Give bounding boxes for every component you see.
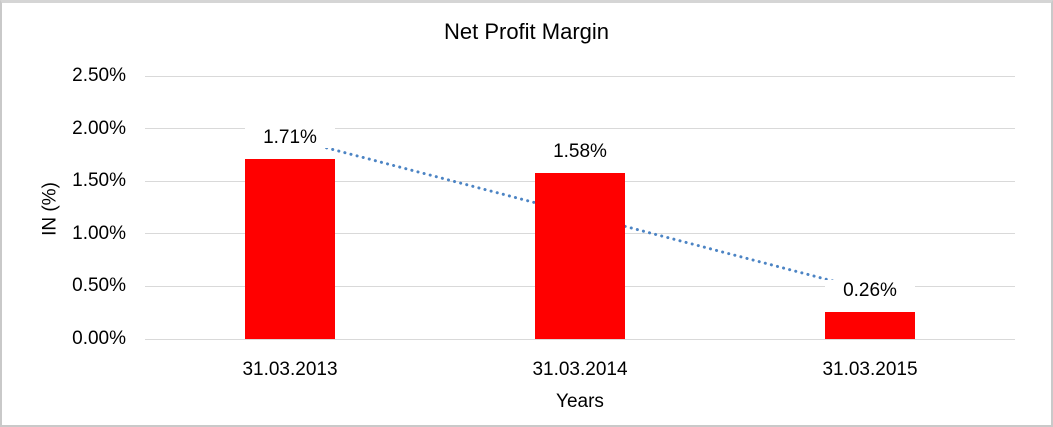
gridline [145,338,1015,340]
trendline-dotted-segment [288,136,872,293]
gridline [145,128,1015,130]
x-axis-title: Years [556,391,604,412]
x-tick-label: 31.03.2013 [242,359,338,380]
y-tick-label: 0.00% [72,328,126,349]
bar-31.03.2015 [825,311,915,339]
data-label: 1.58% [535,140,625,162]
data-label: 1.71% [245,127,335,149]
y-tick-label: 2.50% [72,65,126,86]
gridline [145,75,1015,77]
plot-area: 1.71% 1.58% 0.26% [145,75,1015,340]
y-tick-label: 1.50% [72,170,126,192]
x-tick-label: 31.03.2014 [532,359,628,380]
bar-31.03.2013 [245,159,335,339]
y-tick-label: 1.00% [72,222,126,244]
bar-31.03.2014 [535,172,625,339]
y-tick-label: 2.00% [72,117,126,139]
x-tick-label: 31.03.2015 [822,359,918,380]
chart-title: Net Profit Margin [443,19,610,44]
data-label: 0.26% [825,279,915,301]
y-tick-label: 0.50% [72,275,126,297]
trendline [288,136,872,293]
